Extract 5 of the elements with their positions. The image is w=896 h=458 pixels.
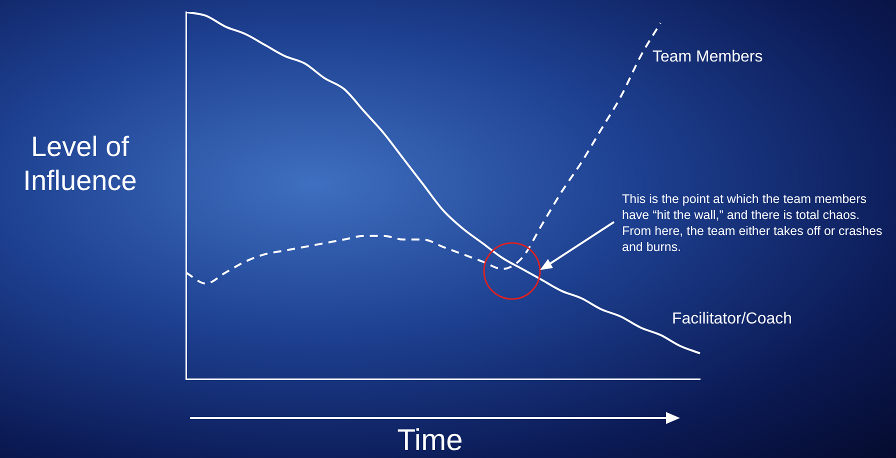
series-label: Team Members xyxy=(652,48,763,66)
annotation: This is the point at which the team members have “hit the wall,” and there is total chaos. From here, the team either takes off or crashes and burns. xyxy=(622,191,884,255)
series-label: Facilitator/Coach xyxy=(672,310,792,328)
y-axis-title: Level of Influence xyxy=(22,130,138,198)
x-axis-title: Time xyxy=(396,424,464,458)
